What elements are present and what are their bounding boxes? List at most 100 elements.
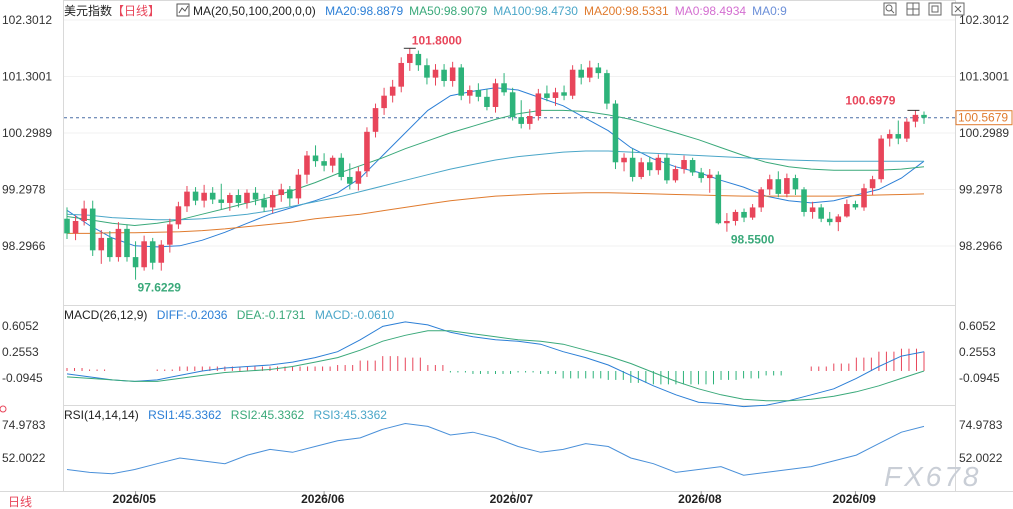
- last-price-label: 100.5679: [958, 111, 1008, 125]
- ma-value-label: MA20:98.8879: [325, 4, 403, 18]
- candle-body: [672, 169, 679, 181]
- candle-body: [544, 93, 550, 98]
- macd-tick-label-right: 0.2553: [959, 345, 996, 359]
- ma-line-ma100: [66, 150, 924, 221]
- rsi-tick-label-left: 74.9783: [2, 418, 46, 432]
- candle-body: [758, 189, 764, 208]
- candle-body: [826, 218, 833, 223]
- low-annotation: 97.6229: [138, 281, 182, 295]
- candle-body: [569, 69, 576, 96]
- price-tick-label-right: 100.2989: [959, 126, 1009, 140]
- candle-body: [209, 192, 216, 200]
- macd-label: MACD(26,12,9): [64, 308, 147, 322]
- candle-body: [724, 220, 730, 224]
- grid-icon[interactable]: [906, 2, 920, 16]
- price-panel-frame: [63, 0, 956, 306]
- settings-icon[interactable]: [0, 405, 7, 413]
- candle-body: [347, 176, 353, 184]
- rsi1-value: RSI1:45.3362: [148, 408, 222, 422]
- candle-body: [689, 160, 696, 173]
- instrument-title: 美元指数【日线】: [64, 3, 160, 18]
- candle-body: [706, 174, 713, 179]
- candle-body: [861, 188, 867, 208]
- candle-body: [895, 134, 902, 139]
- price-tick-label-left: 100.2989: [2, 126, 52, 140]
- candle-body: [681, 160, 687, 170]
- candle-body: [518, 117, 524, 124]
- candle-body: [578, 69, 584, 78]
- price-tick-label-right: 101.3001: [959, 69, 1009, 83]
- candle-body: [552, 92, 559, 98]
- candle-body: [115, 228, 122, 258]
- window-icon[interactable]: [928, 2, 942, 16]
- period-button[interactable]: 日线: [0, 492, 62, 509]
- candle-body: [192, 191, 199, 201]
- candle-body: [818, 207, 824, 219]
- rsi-header: RSI(14,14,14) RSI1:45.3362 RSI2:45.3362 …: [64, 408, 387, 422]
- candle-body: [389, 86, 396, 96]
- candle-body: [201, 192, 207, 201]
- recent-high-annotation: 100.6979: [845, 93, 895, 107]
- candle-body: [424, 65, 430, 78]
- price-tick-label-left: 101.3001: [2, 69, 52, 83]
- candle-body: [329, 157, 336, 166]
- moving-average-lines: [66, 87, 925, 248]
- macd-dea-line: [66, 330, 925, 402]
- candle-body: [509, 92, 516, 118]
- candle-body: [612, 103, 619, 163]
- macd-series: [66, 321, 925, 408]
- candle-body: [844, 204, 850, 217]
- candle-body: [167, 224, 173, 245]
- candle-body: [287, 189, 293, 199]
- candle-body: [732, 211, 739, 221]
- candle-body: [646, 162, 653, 171]
- candle-body: [372, 108, 379, 132]
- candle-body: [698, 172, 704, 179]
- price-tick-label-right: 98.2966: [959, 239, 1003, 253]
- candle-body: [64, 218, 70, 234]
- price-tick-label-left: 102.3012: [2, 13, 52, 27]
- candle-body: [775, 179, 782, 194]
- swing-low-annotation: 98.5500: [731, 233, 775, 247]
- candle-body: [244, 192, 250, 203]
- candle-body: [501, 83, 507, 93]
- candle-body: [278, 189, 285, 196]
- period-button-label: 日线: [8, 495, 32, 509]
- candle-body: [158, 244, 165, 263]
- macd-header: MACD(26,12,9) DIFF:-0.2036 DEA:-0.1731 M…: [64, 308, 395, 322]
- candle-body: [664, 157, 670, 181]
- candle-body: [98, 237, 105, 251]
- candle-body: [355, 171, 362, 184]
- candle-body: [321, 161, 327, 166]
- macd-macd-value: MACD:-0.0610: [315, 308, 395, 322]
- candle-body: [492, 83, 499, 107]
- rsi2-value: RSI2:45.3362: [231, 408, 305, 422]
- price-tick-label-right: 102.3012: [959, 13, 1009, 27]
- candle-body: [184, 191, 190, 207]
- candle-body: [407, 53, 413, 63]
- candle-body: [132, 257, 139, 268]
- candle-body: [89, 208, 96, 251]
- close-icon[interactable]: [951, 2, 965, 16]
- candle-body: [72, 220, 79, 234]
- search-icon[interactable]: [883, 2, 897, 16]
- candle-body: [912, 114, 919, 122]
- rsi-tick-label-left: 52.0022: [2, 451, 46, 465]
- ma-line-ma200: [67, 192, 925, 234]
- candle-body: [338, 157, 345, 177]
- candle-body: [269, 195, 276, 208]
- macd-tick-label-right: -0.0945: [959, 371, 1000, 385]
- candle-body: [124, 228, 130, 258]
- axis-ticks: 102.3012 102.3012 101.3001 101.3001 100.2989…: [2, 13, 1013, 506]
- date-tick-label: 2026/09: [832, 492, 876, 506]
- candle-body: [749, 207, 756, 218]
- indicator-toggle-icon[interactable]: [176, 3, 190, 17]
- candle-body: [886, 134, 893, 139]
- candle-body: [595, 67, 602, 74]
- candle-body: [432, 69, 439, 78]
- candle-body: [107, 237, 113, 258]
- date-tick-label: 2026/08: [678, 492, 722, 506]
- rsi3-value: RSI3:45.3362: [314, 408, 388, 422]
- candle-body: [415, 53, 422, 66]
- date-tick-label: 2026/05: [113, 492, 157, 506]
